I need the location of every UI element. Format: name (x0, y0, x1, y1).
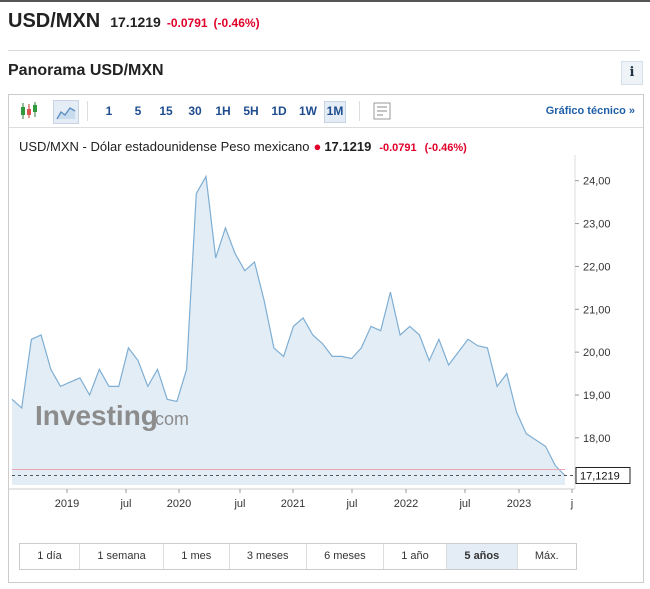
range-button-6[interactable]: 5 años (447, 544, 518, 569)
x-tick-label: jul (233, 498, 245, 510)
interval-5-button[interactable]: 5 (134, 104, 142, 118)
range-button-1[interactable]: 1 semana (80, 544, 164, 569)
range-button-0[interactable]: 1 día (20, 544, 81, 569)
x-tick-label: jul (119, 498, 131, 510)
y-tick-label: 23,00 (583, 219, 611, 231)
area-fill (12, 176, 565, 485)
x-tick-label: jul (345, 498, 357, 510)
price-line (11, 174, 566, 476)
x-tick-label: jul (458, 498, 470, 510)
watermark-brand: Investing (35, 400, 158, 431)
x-tick-label: 2022 (394, 498, 418, 510)
range-button-4[interactable]: 6 meses (307, 544, 384, 569)
down-indicator-icon: ● (313, 139, 322, 154)
interval-1h-button[interactable]: 1H (215, 104, 231, 118)
interval-5h-button[interactable]: 5H (243, 104, 259, 118)
interval-1d-button[interactable]: 1D (271, 104, 287, 118)
settings-panel-icon[interactable] (370, 100, 394, 122)
chart-change: -0.0791 (379, 142, 417, 154)
toolbar-separator (87, 101, 88, 121)
chart-title: USD/MXN - Dólar estadounidense Peso mexi… (19, 139, 467, 154)
y-tick-label: 24,00 (583, 176, 611, 188)
area-chart-icon[interactable] (53, 100, 79, 124)
chart-panel: 1 5 15 30 1H 5H 1D 1W 1M Gráfico técnico » USD/M… (8, 94, 644, 583)
time-range-selector: 1 día 1 semana 1 mes 3 meses 6 meses 1 año 5 a… (19, 543, 577, 570)
y-tick-label: 20,00 (583, 347, 611, 359)
chart-toolbar: 1 5 15 30 1H 5H 1D 1W 1M Gráfico técnico » (9, 95, 643, 128)
x-tick-label: 2019 (55, 498, 79, 510)
range-button-5[interactable]: 1 año (384, 544, 448, 569)
price-chart[interactable]: 24,00 23,00 22,00 21,00 20,00 19,00 18,00 17,12… (9, 155, 641, 515)
range-button-3[interactable]: 3 meses (230, 544, 307, 569)
interval-15-button[interactable]: 15 (159, 104, 173, 118)
y-tick-label: 19,00 (583, 390, 611, 402)
y-tick-label: 22,00 (583, 261, 611, 273)
toolbar-separator (359, 101, 360, 121)
watermark-suffix: .com (150, 409, 189, 429)
change-pct: (-0.46%) (213, 16, 260, 30)
chart-last-price: 17.1219 (324, 139, 372, 154)
chart-instrument-name: USD/MXN - Dólar estadounidense Peso mexi… (19, 139, 310, 154)
quote-header: USD/MXN 17.1219 -0.0791 (-0.46%) (8, 10, 260, 40)
last-value-label: 17,1219 (580, 470, 620, 482)
interval-1m-button[interactable]: 1M (324, 101, 346, 123)
range-button-7[interactable]: Máx. (534, 550, 559, 562)
section-title: Panorama USD/MXN (8, 62, 164, 79)
interval-30-button[interactable]: 30 (188, 104, 202, 118)
x-tick-label: 2021 (281, 498, 305, 510)
interval-1w-button[interactable]: 1W (299, 104, 317, 118)
y-tick-label: 18,00 (583, 433, 611, 445)
technical-chart-link[interactable]: Gráfico técnico » (545, 105, 635, 117)
pair-title: USD/MXN (8, 10, 101, 32)
top-rule (0, 0, 650, 2)
change-value: -0.0791 (166, 16, 208, 30)
range-button-2[interactable]: 1 mes (164, 544, 230, 569)
candlestick-icon[interactable] (17, 100, 41, 122)
chart-change-pct: (-0.46%) (424, 142, 467, 154)
price-value: 17.1219 (110, 14, 161, 30)
info-icon[interactable]: i (621, 61, 643, 85)
x-tick-label: j (570, 498, 573, 510)
x-tick-label: 2023 (507, 498, 531, 510)
interval-1-button[interactable]: 1 (105, 104, 113, 118)
last-value-box (575, 466, 631, 484)
y-tick-label: 21,00 (583, 304, 611, 316)
header-divider (8, 50, 640, 51)
x-tick-label: 2020 (167, 498, 191, 510)
